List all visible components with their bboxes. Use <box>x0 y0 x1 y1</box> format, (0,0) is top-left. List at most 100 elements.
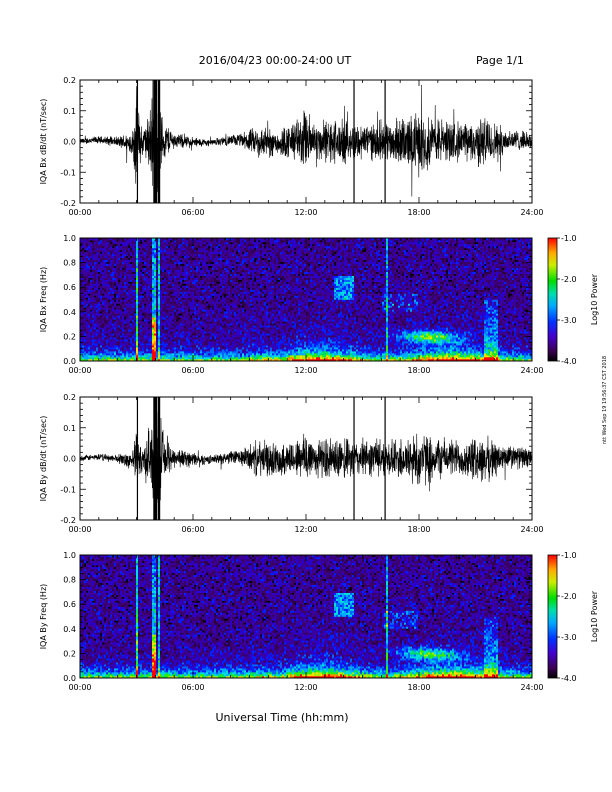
spectrogram-cell <box>204 267 207 271</box>
spectrogram-cell <box>152 309 155 312</box>
spectrogram-cell <box>134 353 137 356</box>
spectrogram-cell <box>116 347 119 350</box>
spectrogram-cell <box>158 243 161 247</box>
spectrogram-cell <box>156 249 159 253</box>
spectrogram-cell <box>174 315 177 318</box>
spectrogram-cell <box>140 309 143 312</box>
spectrogram-cell <box>96 345 99 348</box>
spectrogram-cell <box>230 317 233 320</box>
spectrogram-cell <box>144 257 147 261</box>
spectrogram-cell <box>102 259 105 263</box>
spectrogram-cell <box>198 239 201 243</box>
spectrogram-cell <box>158 261 161 265</box>
spectrogram-cell <box>240 259 243 263</box>
spectrogram-cell <box>116 359 119 362</box>
spectrogram-cell <box>232 343 235 346</box>
spectrogram-cell <box>102 251 105 255</box>
spectrogram-cell <box>118 299 121 302</box>
spectrogram-cell <box>178 301 181 304</box>
spectrogram-cell <box>130 357 133 360</box>
spectrogram-cell <box>86 265 89 269</box>
spectrogram-cell <box>206 255 209 259</box>
spectrogram-cell <box>200 323 203 326</box>
spectrogram-cell <box>94 299 97 302</box>
spectrogram-cell <box>168 281 171 284</box>
spectrogram-cell <box>90 257 93 261</box>
spectrogram-cell <box>142 347 145 350</box>
spectrogram-cell <box>202 357 205 360</box>
spectrogram-cell <box>156 327 159 330</box>
spectrogram-cell <box>218 321 221 324</box>
spectrogram-cell <box>234 307 237 310</box>
spectrogram-cell <box>112 249 115 253</box>
spectrogram-cell <box>86 321 89 324</box>
spectrogram-cell <box>126 265 129 269</box>
spectrogram-cell <box>236 239 239 243</box>
spectrogram-cell <box>170 359 173 362</box>
spectrogram-cell <box>132 341 135 344</box>
spectrogram-cell <box>174 271 177 275</box>
spectrogram-cell <box>180 333 183 336</box>
spectrogram-cell <box>182 353 185 356</box>
spectrogram-cell <box>170 333 173 336</box>
spectrogram-cell <box>186 287 189 290</box>
spectrogram-cell <box>182 241 185 245</box>
spectrogram-cell <box>190 265 193 269</box>
spectrogram-cell <box>234 277 237 280</box>
spectrogram-cell <box>110 261 113 265</box>
spectrogram-cell <box>216 317 219 320</box>
spectrogram-cell <box>104 315 107 318</box>
spectrogram-cell <box>168 343 171 346</box>
spectrogram-cell <box>112 281 115 284</box>
spectrogram-cell <box>192 327 195 330</box>
spectrogram-cell <box>238 257 241 261</box>
spectrogram-cell <box>190 335 193 338</box>
spectrogram-cell <box>200 313 203 316</box>
spectrogram-cell <box>172 257 175 261</box>
spectrogram-cell <box>98 303 101 306</box>
spectrogram-cell <box>122 261 125 265</box>
spectrogram-cell <box>146 305 149 308</box>
spectrogram-cell <box>180 238 183 241</box>
spectrogram-cell <box>188 273 191 276</box>
spectrogram-cell <box>208 319 211 322</box>
spectrogram-cell <box>222 359 225 362</box>
spectrogram-cell <box>216 337 219 340</box>
spectrogram-cell <box>172 327 175 330</box>
spectrogram-cell <box>202 347 205 350</box>
spectrogram-cell <box>132 335 135 338</box>
spectrogram-cell <box>130 317 133 320</box>
spectrogram-cell <box>150 261 153 265</box>
spectrogram-cell <box>192 331 195 334</box>
spectrogram-cell <box>212 341 215 344</box>
spectrogram-cell <box>102 339 105 342</box>
spectrogram-cell <box>118 247 121 251</box>
spectrogram-cell <box>170 317 173 320</box>
spectrogram-cell <box>238 317 241 320</box>
spectrogram-cell <box>84 317 87 320</box>
spectrogram-cell <box>174 327 177 330</box>
spectrogram-cell <box>134 337 137 340</box>
spectrogram-cell <box>178 321 181 324</box>
spectrogram-cell <box>82 251 85 255</box>
spectrogram-cell <box>158 359 161 362</box>
spectrogram-cell <box>134 241 137 245</box>
spectrogram-cell <box>224 273 227 276</box>
spectrogram-cell <box>134 247 137 251</box>
spectrogram-cell <box>192 265 195 269</box>
spectrogram-cell <box>186 315 189 318</box>
spectrogram-cell <box>104 271 107 275</box>
spectrogram-cell <box>218 261 221 265</box>
spectrogram-cell <box>208 269 211 273</box>
spectrogram-cell <box>144 305 147 308</box>
spectrogram-cell <box>106 263 109 267</box>
spectrogram-cell <box>224 305 227 308</box>
spectrogram-cell <box>142 335 145 338</box>
spectrogram-cell <box>108 241 111 245</box>
spectrogram-cell <box>182 313 185 316</box>
spectrogram-cell <box>226 255 229 259</box>
spectrogram-cell <box>212 321 215 324</box>
spectrogram-cell <box>190 329 193 332</box>
spectrogram-cell <box>216 273 219 276</box>
spectrogram-cell <box>88 291 91 294</box>
